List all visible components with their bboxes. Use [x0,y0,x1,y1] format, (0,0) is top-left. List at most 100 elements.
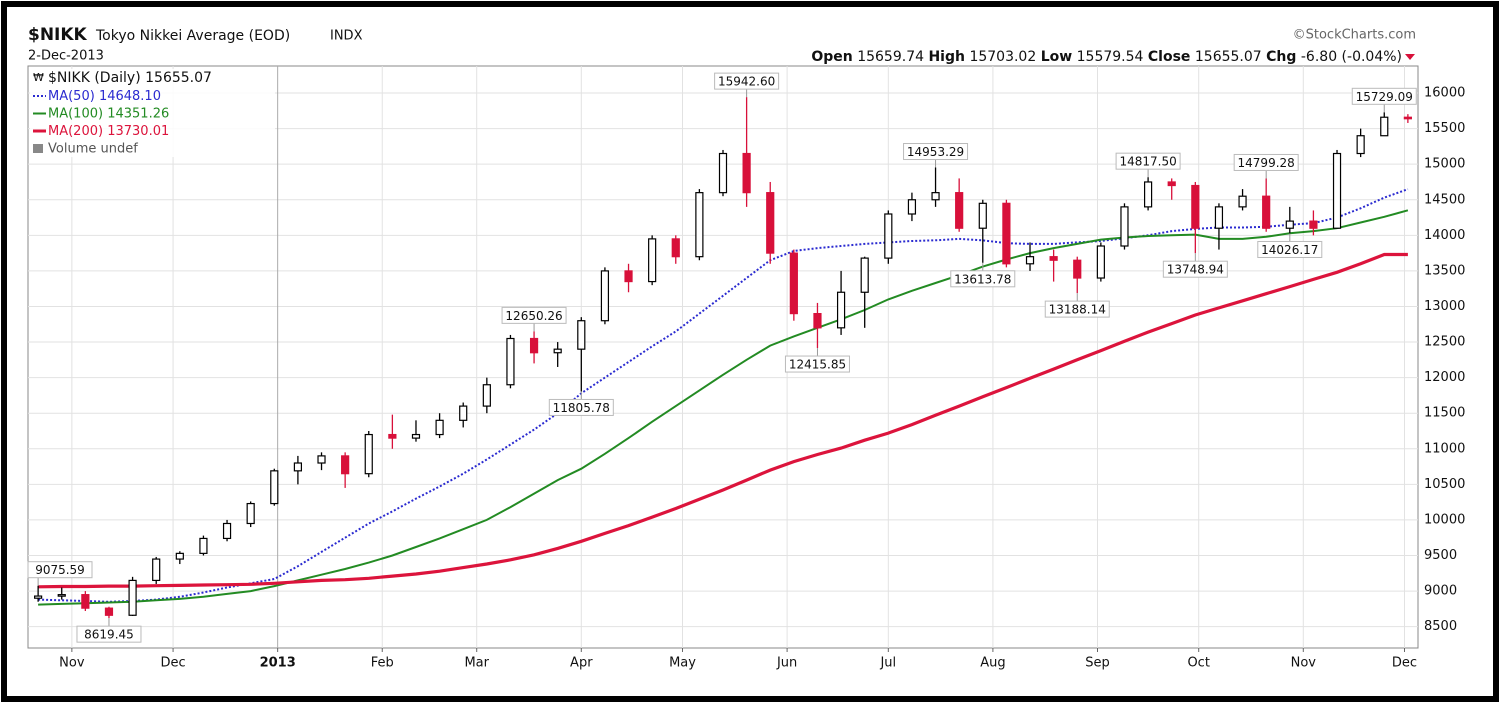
annotation: 15942.60 [718,75,775,89]
y-tick-label: 11000 [1424,441,1465,456]
legend-entry: MA(100) 14351.26 [48,106,169,121]
subtitle: Tokyo Nikkei Average (EOD) [95,28,290,44]
candle-body [222,522,232,540]
annotation-box [1233,153,1299,171]
ohlc-label: Close [1148,49,1191,65]
candle-body [907,199,917,215]
annotation: 14817.50 [1119,155,1176,169]
candle-body [1002,202,1011,265]
y-tick-label: 10000 [1424,512,1465,527]
y-tick-label: 13500 [1424,263,1465,278]
y-tick-label: 12000 [1424,370,1465,385]
candle-body [884,213,893,259]
annotation-box [501,306,567,324]
annotation-box [903,143,969,161]
y-tick-label: 16000 [1424,86,1465,101]
candle-body [459,405,468,421]
x-tick-label: Feb [371,656,394,671]
legend-name: $NIKK (Daily) [48,70,141,86]
annotation: 11805.78 [553,401,610,415]
x-tick-label: Mar [464,656,489,671]
legend-name: MA(200) [48,124,103,139]
symbol: $NIKK [28,25,88,45]
legend-volume-icon [33,144,43,153]
candle-body [648,238,657,283]
legend-value: 14648.10 [99,89,161,104]
date: 2-Dec-2013 [28,49,104,64]
candle-body [1214,206,1224,229]
legend-symbol: ₩ [33,71,44,84]
candle-body [836,291,846,329]
legend: ₩ $NIKK (Daily) 15655.07 MA(50) 14648.10 MA… [30,69,275,157]
ohlc-value: 15659.74 [857,49,924,65]
candle-body [152,558,161,582]
x-tick-label: Aug [980,656,1005,671]
legend-price: $NIKK (Daily) 15655.07 [48,70,212,86]
down-arrow [1405,54,1415,60]
y-tick-label: 9000 [1424,584,1457,599]
candle-body [978,202,987,229]
candle-body [1073,259,1082,279]
source: ©StockCharts.com [1293,28,1416,43]
annotation-box [714,72,780,90]
candle-body [718,152,728,194]
legend-value: 15655.07 [145,70,212,86]
candle-body [270,470,279,505]
annotation-box [76,625,142,643]
legend-value: 13730.01 [107,124,169,139]
y-tick-label: 11500 [1424,406,1465,421]
annotation-box [27,561,93,579]
ohlc-label: Open [811,49,852,65]
candle-body [553,348,562,354]
candle-body [506,337,515,386]
y-tick-label: 10500 [1424,477,1465,492]
candle-body [624,270,633,283]
candle-body [1120,206,1129,247]
annotation-box [1044,300,1110,318]
exchange: INDX [330,29,363,44]
candle-body [860,257,869,293]
candle-body [577,320,586,350]
candle-body [246,502,255,525]
annotation: 13188.14 [1049,303,1106,317]
annotation-box [548,398,614,416]
candle-body [128,579,137,616]
candle-body [671,238,680,258]
annotation-box [784,355,850,373]
legend-volume: Volume undef [48,142,138,157]
y-tick-label: 15000 [1424,157,1465,172]
legend-entry: MA(50) 14648.10 [48,89,161,104]
candle-body [1049,256,1058,261]
y-tick-label: 15500 [1424,121,1465,136]
candle-body [1262,195,1271,229]
annotation: 14026.17 [1261,243,1318,257]
candle-body [1238,195,1247,208]
annotation: 13613.78 [954,272,1011,286]
candle-body [175,552,184,560]
candle-body [1332,152,1342,229]
x-tick-label: Dec [1392,656,1417,671]
x-tick-label: Sep [1085,656,1110,671]
y-tick-label: 14500 [1424,192,1465,207]
candle-body [341,455,350,475]
annotation-box [1162,260,1228,278]
candle-body [34,595,43,599]
x-tick-label: Oct [1187,656,1209,671]
candle-body [81,594,90,609]
x-tick-label: Dec [160,656,185,671]
candle-body [955,192,964,229]
candle-body [742,152,751,194]
candle-body [1143,181,1153,208]
candle-body [104,607,114,616]
ohlc-line: Open 15659.74 High 15703.02 Low 15579.54… [811,49,1402,65]
plot-area [27,65,1419,649]
candle-body [931,192,940,201]
ohlc-label: High [928,49,965,65]
candle-body [293,462,303,472]
legend-name: MA(100) [48,106,103,121]
candle-body [1380,116,1389,137]
candle-body [695,192,704,258]
candle-body [317,455,326,464]
annotation-box [1257,240,1323,258]
candle-body [766,192,775,254]
